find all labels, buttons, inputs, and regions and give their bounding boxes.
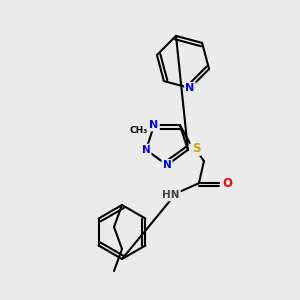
- Text: O: O: [222, 177, 232, 190]
- Text: N: N: [163, 160, 171, 170]
- Text: N: N: [149, 120, 159, 130]
- Text: CH₃: CH₃: [130, 126, 148, 135]
- Text: HN: HN: [162, 190, 180, 200]
- Text: N: N: [142, 145, 151, 155]
- Text: N: N: [185, 83, 195, 93]
- Text: S: S: [192, 142, 200, 155]
